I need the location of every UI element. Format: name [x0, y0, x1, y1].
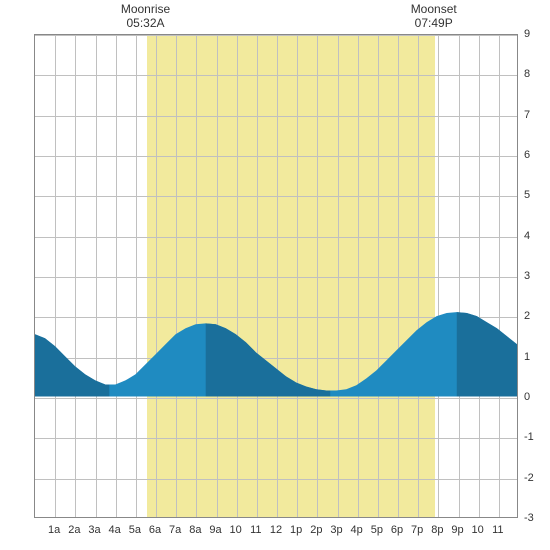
x-tick: 9a [209, 524, 221, 536]
moonset-title: Moonset [411, 2, 457, 16]
y-tick: -3 [524, 512, 534, 524]
moonset-label: Moonset 07:49P [411, 2, 457, 31]
moonrise-title: Moonrise [121, 2, 170, 16]
x-tick: 1a [48, 524, 60, 536]
x-tick: 8p [431, 524, 443, 536]
y-tick: 8 [524, 68, 530, 80]
x-tick: 4p [351, 524, 363, 536]
y-tick: 7 [524, 109, 530, 121]
x-tick: 7a [169, 524, 181, 536]
y-tick: 1 [524, 351, 530, 363]
x-tick: 3a [88, 524, 100, 536]
x-tick: 11 [250, 524, 261, 536]
x-tick: 1p [290, 524, 302, 536]
x-tick: 2a [68, 524, 80, 536]
x-tick: 4a [109, 524, 121, 536]
x-tick: 10 [472, 524, 484, 536]
x-tick: 6a [149, 524, 161, 536]
x-tick: 5p [371, 524, 383, 536]
y-tick: 2 [524, 310, 530, 322]
x-tick: 2p [310, 524, 322, 536]
x-tick: 9p [451, 524, 463, 536]
y-tick: 0 [524, 391, 530, 403]
x-tick: 5a [129, 524, 141, 536]
plot-area [34, 34, 518, 518]
x-tick: 7p [411, 524, 423, 536]
x-tick: 8a [189, 524, 201, 536]
x-tick: 6p [391, 524, 403, 536]
y-tick: 9 [524, 28, 530, 40]
y-tick: 3 [524, 270, 530, 282]
tide-chart: Moonrise 05:32A Moonset 07:49P 1a 2a 3a 4a 5… [0, 0, 550, 550]
y-tick: 6 [524, 149, 530, 161]
y-tick: -2 [524, 472, 534, 484]
y-tick: 5 [524, 189, 530, 201]
x-tick: 3p [330, 524, 342, 536]
y-tick: -1 [524, 431, 534, 443]
moonrise-time: 05:32A [121, 16, 170, 30]
daylight-band [147, 35, 435, 517]
x-tick: 11 [492, 524, 503, 536]
moonrise-label: Moonrise 05:32A [121, 2, 170, 31]
x-tick: 12 [270, 524, 282, 536]
x-tick: 10 [230, 524, 242, 536]
moonset-time: 07:49P [411, 16, 457, 30]
y-tick: 4 [524, 230, 530, 242]
